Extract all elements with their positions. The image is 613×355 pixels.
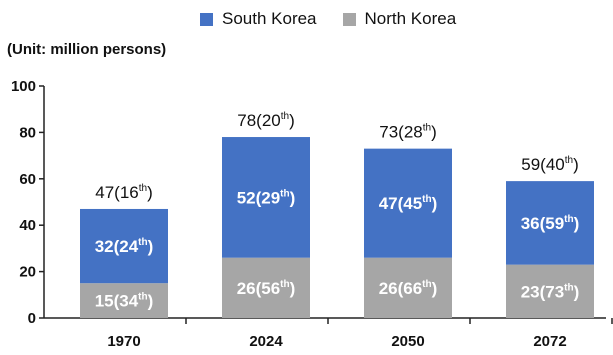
data-label-north-korea: 23(73th) [521,282,580,301]
legend-label-south-korea: South Korea [222,9,317,28]
y-tick-label: 20 [19,264,36,281]
y-tick-label: 0 [28,310,36,327]
bar-north-korea [222,257,310,318]
legend-item-south-korea: South Korea [200,9,317,29]
bar-south-korea [80,208,168,284]
total-label: 59(40th) [521,155,579,174]
data-label-north-korea: 26(66th) [379,279,438,298]
data-label-south-korea: 32(24th) [95,237,154,256]
bar-north-korea [80,283,168,318]
x-tick-label: 1970 [107,333,140,350]
data-label-north-korea: 26(56th) [237,279,296,298]
legend-item-north-korea: North Korea [342,9,457,29]
y-tick-label: 100 [11,78,36,95]
data-label-south-korea: 36(59th) [521,214,580,233]
x-tick-label: 2072 [533,333,566,350]
bar-north-korea [364,257,452,318]
y-tick-label: 80 [19,124,36,141]
data-label-south-korea: 52(29th) [237,188,296,207]
bar-north-korea [506,264,594,318]
legend: South Korea North Korea [200,9,456,29]
legend-label-north-korea: North Korea [364,9,457,28]
legend-swatch-north-korea [342,12,356,26]
total-label: 47(16th) [95,183,153,202]
bar-south-korea [506,181,594,265]
data-label-north-korea: 15(34th) [95,292,154,311]
x-tick-label: 2050 [391,333,424,350]
y-tick-label: 40 [19,217,36,234]
data-label-south-korea: 47(45th) [379,194,438,213]
unit-note: (Unit: million persons) [7,41,167,58]
total-label: 78(20th) [237,111,295,130]
legend-swatch-south-korea [200,12,213,26]
bar-south-korea [364,148,452,258]
y-tick-label: 60 [19,171,36,188]
total-label: 73(28th) [379,123,437,142]
x-tick-label: 2024 [249,333,283,350]
bar-south-korea [222,137,310,258]
